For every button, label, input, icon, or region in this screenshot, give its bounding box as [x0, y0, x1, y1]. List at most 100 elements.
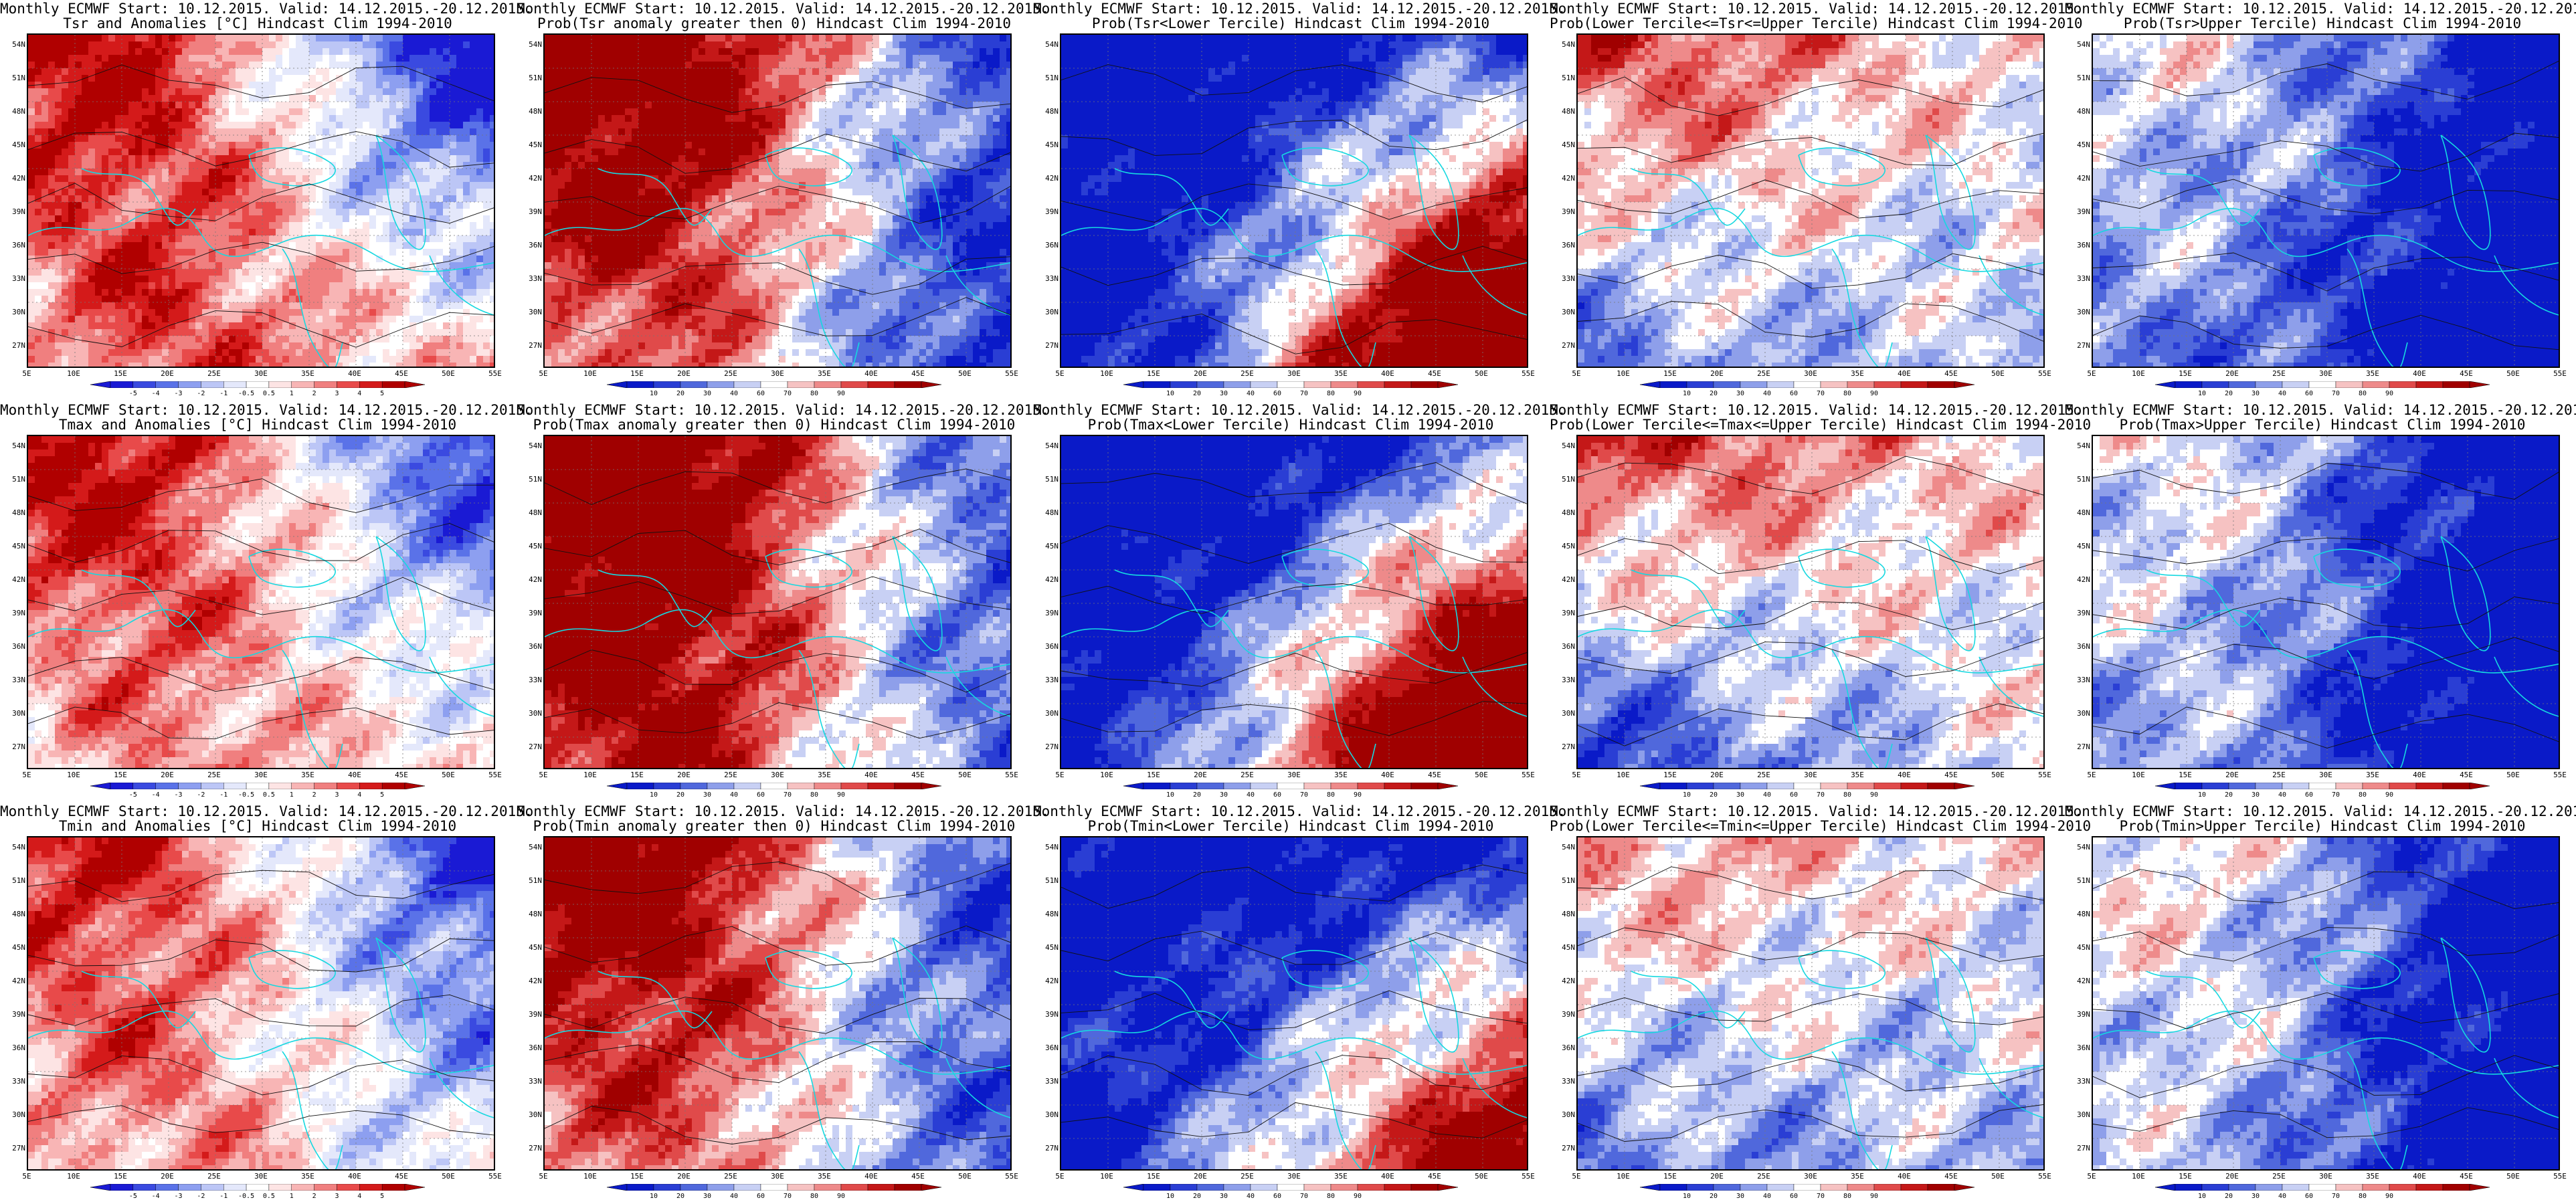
lat-label: 45N: [1554, 542, 1575, 550]
lat-label: 48N: [1554, 107, 1575, 116]
lat-label: 42N: [2069, 977, 2090, 985]
coastline: [798, 649, 860, 768]
colorbar-label: 80: [804, 390, 824, 397]
lat-label: 30N: [1554, 1110, 1575, 1119]
colorbar-swatch: [2255, 381, 2283, 388]
coastline: [765, 548, 852, 588]
lat-label: 48N: [521, 910, 542, 918]
colorbar-swatch: [268, 381, 292, 388]
map-field: [545, 837, 1010, 1169]
lon-label: 10E: [580, 1172, 600, 1181]
lat-label: 39N: [4, 207, 25, 216]
panel-title: Monthly ECMWF Start: 10.12.2015. Valid: …: [1033, 1, 1566, 17]
coastline: [545, 207, 1010, 272]
lat-label: 27N: [2069, 1144, 2090, 1152]
lon-label: 5E: [2082, 771, 2102, 779]
lat-label: 45N: [1554, 140, 1575, 149]
lat-label: 42N: [2069, 575, 2090, 584]
coastline: [1578, 207, 2043, 272]
colorbar-swatch: [2362, 1184, 2390, 1191]
colorbar-label: 80: [2353, 791, 2373, 799]
colorbar-label: 1: [282, 791, 302, 799]
colorbar-swatch: [1384, 381, 1412, 388]
lon-label: 25E: [1237, 1172, 1257, 1181]
lat-label: 51N: [1554, 74, 1575, 82]
lon-label: 5E: [2082, 1172, 2102, 1181]
colorbar-label: -3: [169, 390, 189, 397]
lon-label: 55E: [2035, 1172, 2055, 1181]
lat-label: 42N: [1554, 575, 1575, 584]
coastline: [28, 609, 494, 674]
colorbar-label: 70: [1294, 390, 1314, 397]
map-panel: Monthly ECMWF Start: 10.12.2015. Valid: …: [0, 401, 533, 803]
lat-label: 54N: [4, 40, 25, 49]
lat-label: 30N: [521, 709, 542, 718]
lon-label: 55E: [2035, 771, 2055, 779]
coastline: [1061, 207, 1527, 272]
panel-title: Monthly ECMWF Start: 10.12.2015. Valid: …: [2065, 1, 2576, 17]
colorbar-swatch: [178, 381, 201, 388]
lon-label: 30E: [767, 771, 788, 779]
colorbar-swatch: [223, 381, 247, 388]
lon-label: 40E: [1378, 369, 1398, 378]
lon-label: 35E: [1847, 1172, 1867, 1181]
lon-label: 5E: [17, 369, 37, 378]
colorbar-swatch: [1820, 381, 1848, 388]
coastline: [2313, 950, 2401, 989]
colorbar-max-arrow: [2469, 783, 2490, 789]
colorbar-label: 90: [1864, 390, 1884, 397]
colorbar-swatch: [1713, 1184, 1741, 1191]
lon-label: 50E: [438, 771, 458, 779]
lat-label: 30N: [1037, 1110, 1059, 1119]
colorbar-swatch: [1659, 381, 1687, 388]
lon-label: 20E: [674, 369, 694, 378]
isoline: [2093, 927, 2559, 962]
colorbar-swatch: [381, 1184, 405, 1191]
colorbar: [1123, 1184, 1458, 1191]
map-field: [1578, 35, 2043, 367]
colorbar-swatch: [201, 783, 224, 789]
map-panel: Monthly ECMWF Start: 10.12.2015. Valid: …: [517, 803, 1050, 1204]
lon-label: 55E: [1518, 1172, 1538, 1181]
colorbar-swatch: [2335, 381, 2363, 388]
map-panel: Monthly ECMWF Start: 10.12.2015. Valid: …: [0, 803, 533, 1204]
lon-label: 15E: [627, 771, 647, 779]
colorbar-swatch: [2389, 783, 2417, 789]
colorbar: [607, 1184, 941, 1191]
lon-label: 40E: [1378, 771, 1398, 779]
lon-label: 35E: [1847, 369, 1867, 378]
colorbar-swatch: [1223, 1184, 1251, 1191]
coastline: [1925, 536, 1976, 651]
lat-label: 33N: [2069, 676, 2090, 684]
colorbar-max-arrow: [1954, 783, 1974, 789]
colorbar-swatch: [1250, 1184, 1278, 1191]
isoline: [1061, 930, 1527, 965]
lon-label: 40E: [1894, 369, 1914, 378]
isoline: [545, 528, 1010, 566]
coastline: [892, 536, 943, 651]
lat-label: 42N: [521, 575, 542, 584]
panel-subtitle: Prob(Tsr<Lower Tercile) Hindcast Clim 19…: [1033, 16, 1548, 31]
lat-label: 42N: [1554, 174, 1575, 183]
isoline: [1061, 583, 1527, 614]
colorbar-swatch: [894, 381, 922, 388]
colorbar-label: 0.5: [259, 390, 279, 397]
lon-label: 5E: [1566, 1172, 1586, 1181]
coastline: [2440, 937, 2491, 1053]
lat-label: 33N: [1554, 676, 1575, 684]
colorbar-label: 30: [1214, 390, 1234, 397]
lon-label: 15E: [627, 1172, 647, 1181]
lon-label: 25E: [721, 369, 741, 378]
colorbar-swatch: [2308, 381, 2336, 388]
isoline: [1061, 701, 1527, 736]
coastline: [429, 656, 494, 717]
coastline: [1315, 1051, 1376, 1169]
lon-label: 15E: [110, 1172, 130, 1181]
panel-subtitle: Prob(Tsr>Upper Tercile) Hindcast Clim 19…: [2065, 16, 2576, 31]
lon-label: 50E: [1471, 1172, 1491, 1181]
colorbar-swatch: [381, 783, 405, 789]
lat-label: 45N: [1037, 140, 1059, 149]
lat-label: 36N: [2069, 1043, 2090, 1052]
colorbar-label: 10: [1160, 791, 1180, 799]
lat-label: 36N: [4, 241, 25, 249]
